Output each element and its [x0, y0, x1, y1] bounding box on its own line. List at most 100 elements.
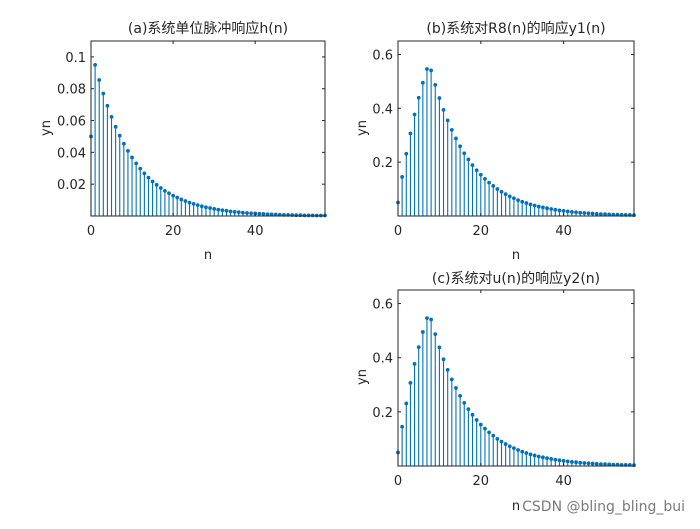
- stem-marker-c-36: [545, 456, 549, 461]
- stem-marker-c-47: [590, 461, 595, 466]
- stem-marker-b-3: [408, 131, 413, 136]
- stem-marker-a-31: [216, 207, 221, 212]
- stem-marker-a-9: [126, 149, 130, 153]
- stem-marker-a-51: [298, 213, 303, 218]
- subplot-a-axes-box: [90, 40, 326, 217]
- subplot-a-ylabel: yn: [39, 120, 54, 136]
- subplot-b-ylabel: yn: [355, 120, 370, 136]
- xtick-label-a-40: 40: [247, 224, 264, 239]
- subplot-b-title: (b)系统对R8(n)的响应y1(n): [426, 20, 605, 37]
- stem-marker-c-42: [569, 460, 574, 464]
- stem-marker-a-19: [167, 191, 171, 196]
- stem-marker-a-43: [265, 212, 270, 217]
- stem-marker-b-41: [565, 209, 570, 214]
- stem-marker-a-33: [224, 208, 229, 213]
- stem-marker-c-5: [416, 345, 421, 350]
- stem-marker-b-36: [545, 206, 549, 211]
- stem-marker-c-35: [541, 455, 545, 460]
- xtick-label-c-20: 20: [473, 474, 490, 489]
- stem-marker-b-50: [603, 212, 607, 217]
- stem-marker-a-32: [220, 208, 225, 213]
- stem-marker-a-7: [117, 133, 122, 138]
- stem-marker-b-28: [512, 196, 516, 201]
- stem-marker-b-10: [437, 96, 442, 100]
- stem-marker-c-25: [499, 439, 504, 444]
- stem-marker-c-39: [557, 458, 562, 463]
- stem-marker-a-28: [204, 205, 208, 210]
- stem-marker-a-41: [257, 211, 262, 216]
- stem-marker-a-39: [249, 211, 254, 216]
- stem-marker-b-24: [495, 187, 500, 191]
- subplot-b-axes-box: [397, 40, 635, 217]
- stem-marker-a-17: [158, 186, 163, 190]
- stem-marker-b-42: [569, 210, 574, 214]
- stem-marker-c-14: [454, 386, 458, 390]
- stem-marker-a-2: [97, 78, 102, 82]
- stem-marker-b-11: [441, 108, 446, 112]
- stem-marker-b-29: [516, 198, 520, 203]
- stem-marker-b-1: [400, 175, 405, 179]
- stem-marker-c-15: [458, 393, 463, 398]
- stem-marker-c-20: [478, 422, 483, 427]
- xtick-label-b-20: 20: [473, 224, 490, 239]
- stem-marker-a-14: [146, 175, 151, 180]
- stem-marker-c-49: [598, 462, 603, 467]
- stem-marker-c-29: [516, 448, 520, 452]
- stem-marker-a-10: [130, 155, 134, 160]
- stem-marker-c-41: [565, 459, 570, 464]
- stem-marker-a-38: [245, 211, 249, 215]
- stem-marker-a-1: [93, 62, 98, 67]
- ytick-label-a-2: 0.06: [57, 115, 86, 130]
- stem-marker-c-22: [487, 430, 491, 435]
- stem-marker-c-40: [561, 458, 566, 463]
- stem-marker-a-22: [179, 197, 184, 202]
- stem-marker-a-23: [183, 199, 188, 203]
- stem-marker-c-8: [429, 317, 434, 322]
- stem-marker-a-11: [134, 161, 139, 166]
- stem-marker-a-5: [109, 114, 114, 119]
- stem-marker-b-46: [586, 211, 591, 216]
- stem-marker-c-46: [586, 461, 591, 466]
- stem-marker-b-23: [491, 183, 496, 188]
- stem-marker-a-3: [101, 91, 106, 96]
- stem-marker-b-49: [598, 212, 603, 217]
- stem-marker-b-13: [449, 127, 454, 132]
- subplot-c-step-response: (c)系统对u(n)的响应y2(n) n yn 0 20 40 0.2 0.4 0.6: [355, 270, 636, 514]
- stem-marker-b-17: [466, 157, 471, 162]
- stem-marker-a-54: [310, 213, 315, 218]
- subplot-b-stems: [396, 67, 636, 218]
- subplot-a-impulse-response: (a)系统单位脉冲响应h(n) n yn 0 20 40 0.02 0.04 0.06 0.…: [39, 20, 327, 263]
- stem-marker-a-35: [232, 209, 237, 214]
- stem-marker-a-27: [199, 204, 204, 209]
- stem-marker-b-44: [578, 210, 583, 215]
- stem-marker-a-25: [191, 202, 196, 206]
- stem-marker-c-21: [483, 426, 487, 431]
- stem-marker-c-30: [520, 449, 525, 454]
- stem-marker-c-50: [603, 462, 607, 467]
- stem-marker-c-26: [503, 442, 508, 446]
- stem-marker-b-7: [425, 67, 429, 71]
- stem-marker-c-45: [582, 461, 587, 465]
- subplot-c-xlabel: n: [512, 499, 520, 514]
- stem-marker-b-9: [433, 82, 438, 87]
- stem-marker-b-38: [553, 207, 558, 212]
- stem-marker-c-2: [404, 401, 409, 406]
- stem-marker-a-24: [187, 200, 192, 205]
- stem-marker-c-12: [445, 367, 450, 372]
- stem-marker-b-32: [528, 202, 533, 207]
- stem-marker-b-33: [532, 203, 537, 208]
- stem-marker-c-16: [462, 401, 467, 405]
- stem-marker-a-15: [150, 179, 155, 184]
- stem-marker-c-24: [495, 437, 500, 441]
- stem-marker-a-52: [302, 213, 307, 218]
- watermark-text: CSDN @bling_bling_bui: [522, 499, 685, 515]
- ytick-label-b-0: 0.2: [372, 156, 393, 171]
- stem-marker-c-1: [400, 424, 405, 429]
- stem-marker-b-40: [561, 208, 566, 213]
- stem-marker-c-3: [408, 380, 413, 385]
- stem-marker-b-16: [462, 151, 467, 156]
- stem-marker-a-20: [171, 193, 176, 198]
- stem-marker-a-6: [113, 124, 118, 129]
- xtick-label-b-0: 0: [394, 224, 402, 239]
